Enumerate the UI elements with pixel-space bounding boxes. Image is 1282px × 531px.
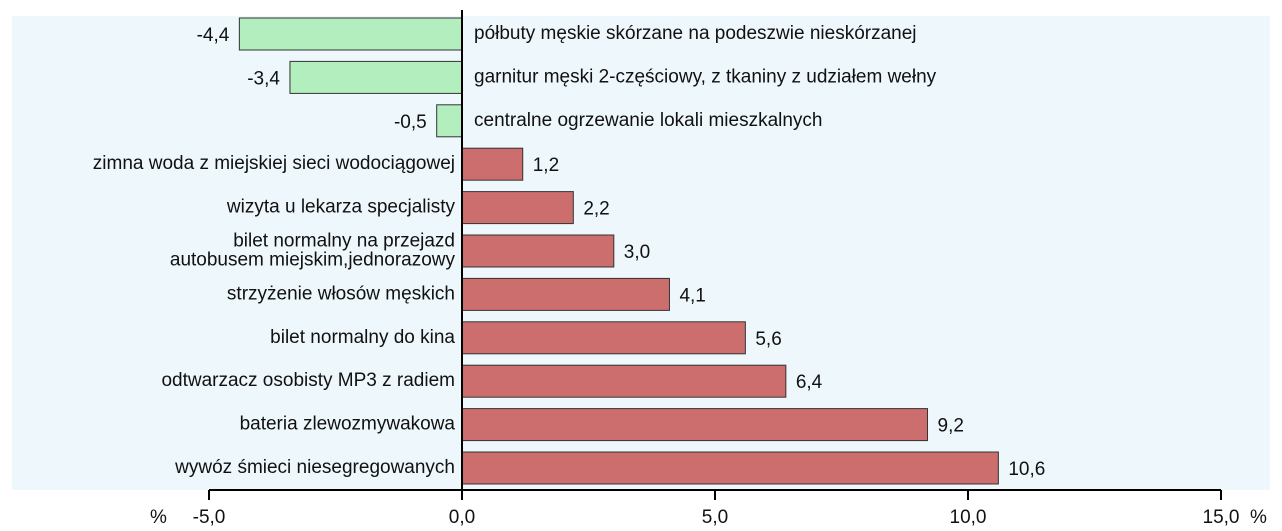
value-label: 3,0 — [624, 242, 650, 263]
bar — [461, 234, 615, 268]
bar — [461, 147, 524, 181]
x-tick-label: -5,0 — [193, 507, 226, 528]
value-label: 2,2 — [583, 199, 609, 220]
category-label: zimna woda z miejskiej sieci wodociągowe… — [93, 153, 455, 174]
value-label: 1,2 — [533, 155, 559, 176]
value-label: -3,4 — [247, 68, 280, 89]
x-unit-right: % — [1250, 507, 1267, 528]
category-label: bateria zlewozmywakowa — [240, 414, 456, 435]
value-label: -0,5 — [394, 112, 427, 133]
bar — [461, 277, 670, 311]
bar — [461, 321, 746, 355]
value-label: 4,1 — [679, 285, 705, 306]
bar — [461, 364, 787, 398]
category-label: garnitur męski 2-częściowy, z tkaniny z … — [474, 66, 937, 87]
x-tick-label: 0,0 — [449, 507, 475, 528]
value-label: 10,6 — [1008, 459, 1045, 480]
bar — [461, 191, 574, 225]
bar — [289, 60, 463, 94]
category-label: centralne ogrzewanie lokali mieszkalnych — [474, 110, 823, 131]
value-label: 5,6 — [755, 329, 781, 350]
x-tick-label: 5,0 — [702, 507, 728, 528]
x-tick-label: 15,0 — [1203, 507, 1240, 528]
category-label: bilet normalny na przejazd autobusem miej… — [170, 231, 456, 271]
category-label: odtwarzacz osobisty MP3 z radiem — [161, 370, 455, 391]
value-label: 9,2 — [938, 416, 964, 437]
value-label: 6,4 — [796, 372, 823, 393]
category-label: bilet normalny do kina — [270, 327, 455, 348]
category-label: wywóz śmieci niesegregowanych — [174, 457, 455, 478]
value-label: -4,4 — [197, 25, 230, 46]
category-label: półbuty męskie skórzane na podeszwie nie… — [474, 23, 917, 44]
x-tick-label: 10,0 — [950, 507, 987, 528]
x-unit-left: % — [150, 507, 167, 528]
category-label: strzyżenie włosów męskich — [227, 283, 455, 304]
bar — [461, 408, 929, 442]
category-label: wizyta u lekarza specjalisty — [226, 197, 456, 218]
bar — [238, 17, 463, 51]
bar — [436, 104, 463, 138]
bar — [461, 451, 999, 485]
